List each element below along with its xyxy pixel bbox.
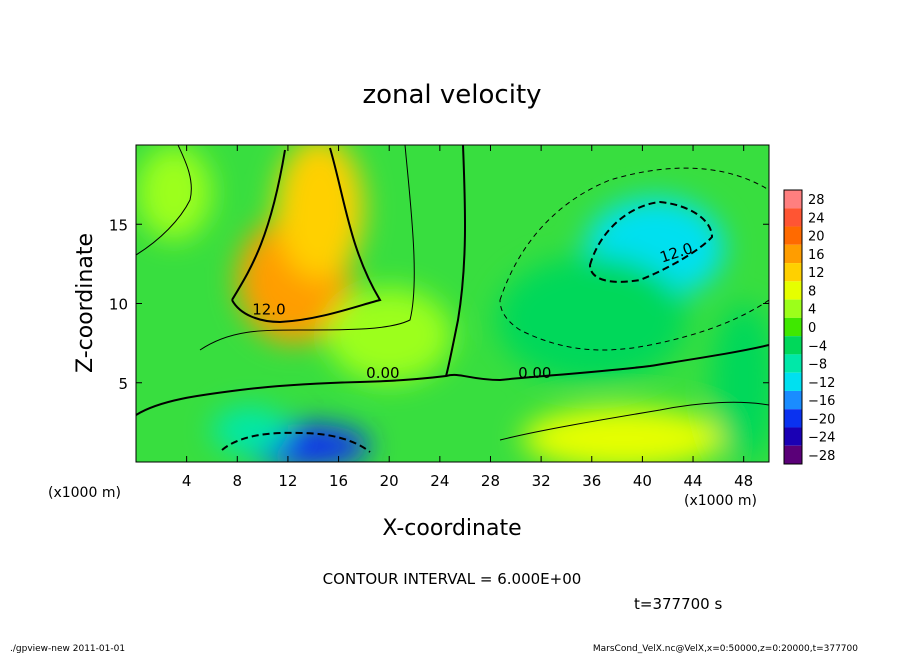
field-blob xyxy=(712,303,769,462)
x-tick-label: 44 xyxy=(683,472,702,490)
colorbar-label: −20 xyxy=(808,412,835,427)
x-axis-label: X-coordinate xyxy=(382,516,521,541)
x-tick-label: 36 xyxy=(582,472,601,490)
contour-zero-line xyxy=(445,145,467,377)
x-tick-label: 16 xyxy=(329,472,348,490)
x-tick-label: 12 xyxy=(278,472,297,490)
contour-pos6-line xyxy=(136,145,415,351)
footer-right-text: MarsCond_VelX.nc@VelX,x=0:50000,z=0:2000… xyxy=(593,644,858,654)
colorbar-swatch xyxy=(784,208,802,227)
y-tick-label: 10 xyxy=(109,296,128,314)
y-tick-label: 15 xyxy=(109,216,128,234)
contour-pos12-line xyxy=(231,147,382,324)
time-label: t=377700 s xyxy=(634,595,722,613)
x-tick-label: 8 xyxy=(233,472,243,490)
colorbar-frame xyxy=(783,189,803,465)
x-tick-label: 28 xyxy=(481,472,500,490)
x-tick-label: 4 xyxy=(182,472,192,490)
colorbar-label: 20 xyxy=(808,230,825,245)
field-blob xyxy=(522,406,725,462)
field-blob xyxy=(275,145,364,280)
field-blob xyxy=(211,406,288,455)
colorbar-label: −12 xyxy=(808,376,835,391)
colorbar-label: −24 xyxy=(808,431,835,446)
x-tick-label: 20 xyxy=(380,472,399,490)
contour-label: 0.00 xyxy=(518,364,551,382)
colorbar-label: 24 xyxy=(808,211,825,226)
colorbar-swatch xyxy=(784,299,802,318)
contour-label: 0.00 xyxy=(366,364,399,382)
x-tick-label: 24 xyxy=(430,472,449,490)
plot-area: 12.012.00.00 0.00 xyxy=(136,145,769,462)
x-tick-label: 32 xyxy=(532,472,551,490)
x-unit-label: (x1000 m) xyxy=(48,485,121,501)
x-tick-label: 40 xyxy=(633,472,652,490)
colorbar-swatch xyxy=(784,372,802,391)
colorbar-swatch xyxy=(784,445,802,464)
colorbar-swatch xyxy=(784,226,802,245)
y-axis-label: Z-coordinate xyxy=(73,233,98,373)
colorbar-label: −4 xyxy=(808,339,827,354)
footer-left-text: ./gpview-new 2011-01-01 xyxy=(10,644,125,654)
colorbar-label: 28 xyxy=(808,193,825,208)
colorbar-swatch xyxy=(784,190,802,209)
colorbar-label: −8 xyxy=(808,358,827,373)
colorbar: 28 24 20 16 12 8 4 0 −4 −8 −12 −16 −20 −24 −28 xyxy=(783,189,835,465)
contour-pos6-line xyxy=(499,401,769,441)
colorbar-label: 4 xyxy=(808,303,816,318)
y-axis: 5 10 15 xyxy=(109,216,769,393)
contour-neg6-line xyxy=(499,167,769,351)
x-axis: 4 8 12 16 20 24 28 32 36 40 44 48 xyxy=(182,145,753,490)
colorbar-label: 0 xyxy=(808,321,816,336)
colorbar-swatch xyxy=(784,336,802,355)
colorbar-label: −28 xyxy=(808,449,835,464)
colorbar-swatch xyxy=(784,427,802,446)
colorbar-swatch xyxy=(784,244,802,264)
colorbar-swatch xyxy=(784,317,802,337)
chart-title: zonal velocity xyxy=(362,80,541,110)
contour-neg12-line xyxy=(588,200,714,283)
colorbar-swatch xyxy=(784,390,802,410)
field-blob xyxy=(325,287,453,383)
colorbar-label: −16 xyxy=(808,394,835,409)
x-unit-label-bottom: (x1000 m) xyxy=(684,493,757,509)
colorbar-label: 12 xyxy=(808,266,825,281)
field-blob xyxy=(136,145,212,241)
contour-lines xyxy=(136,145,769,453)
colorbar-swatch xyxy=(784,409,802,428)
colorbar-swatch xyxy=(784,354,802,373)
colorbar-label: 8 xyxy=(808,284,816,299)
field-layer xyxy=(136,145,769,462)
colorbar-swatch xyxy=(784,281,802,300)
field-blob xyxy=(496,255,687,383)
contour-label: 12.0 xyxy=(252,301,285,319)
contour-interval-text: CONTOUR INTERVAL = 6.000E+00 xyxy=(323,570,582,588)
colorbar-swatch xyxy=(784,263,802,282)
y-tick-label: 5 xyxy=(118,375,128,393)
colorbar-label: 16 xyxy=(808,248,825,263)
contour-neg12-line xyxy=(221,431,371,453)
x-tick-label: 48 xyxy=(734,472,753,490)
